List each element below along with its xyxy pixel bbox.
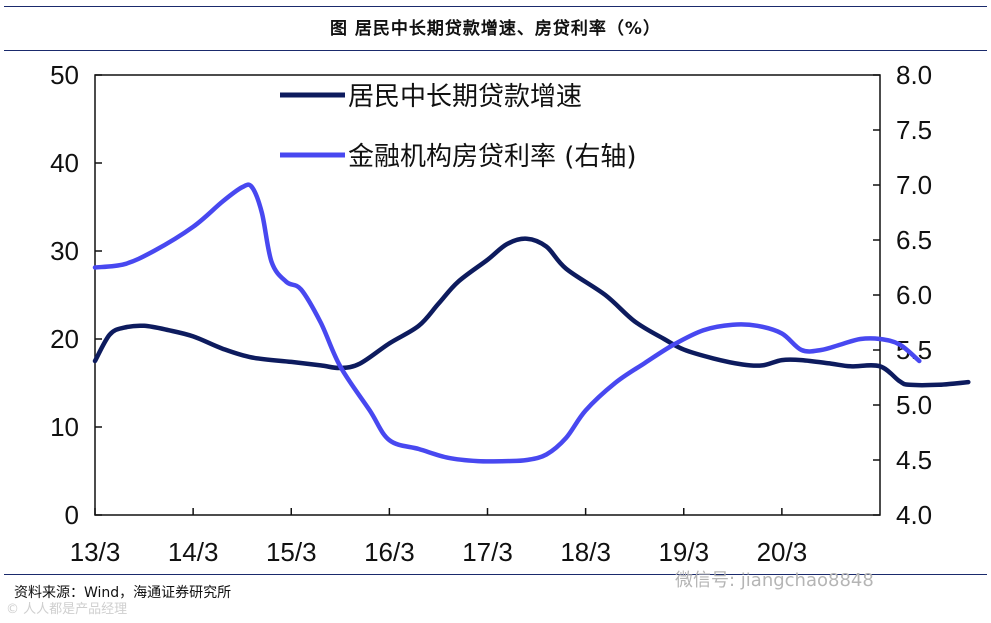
y-left-tick-label: 40 bbox=[50, 148, 79, 178]
top-rule bbox=[4, 6, 987, 7]
x-tick-label: 13/3 bbox=[70, 537, 121, 567]
plot-frame bbox=[94, 74, 881, 516]
legend-label: 金融机构房贷利率 (右轴) bbox=[348, 142, 637, 172]
y-right-tick-label: 5.5 bbox=[896, 335, 932, 365]
x-tick-label: 19/3 bbox=[658, 537, 709, 567]
series-line-loan-growth bbox=[92, 236, 971, 388]
watermark-right: 微信号: jiangchao8848 bbox=[675, 570, 874, 591]
legend-label: 居民中长期贷款增速 bbox=[348, 82, 582, 112]
x-tick-label: 20/3 bbox=[757, 537, 808, 567]
x-tick-label: 14/3 bbox=[168, 537, 219, 567]
x-tick-label: 16/3 bbox=[364, 537, 415, 567]
y-right-tick-label: 5.0 bbox=[896, 390, 932, 420]
y-left-tick-label: 0 bbox=[65, 500, 79, 530]
x-tick-label: 18/3 bbox=[560, 537, 611, 567]
x-tick-label: 17/3 bbox=[462, 537, 513, 567]
x-tick-label: 15/3 bbox=[266, 537, 317, 567]
source-note: 资料来源：Wind，海通证券研究所 bbox=[14, 585, 232, 601]
y-left-tick-label: 30 bbox=[50, 236, 79, 266]
y-right-tick-label: 6.0 bbox=[896, 280, 932, 310]
figure-title: 图 居民中长期贷款增速、房贷利率（%） bbox=[330, 19, 661, 39]
y-left-tick-label: 20 bbox=[50, 324, 79, 354]
y-right-tick-label: 7.0 bbox=[896, 170, 932, 200]
y-right-tick-label: 7.5 bbox=[896, 115, 932, 145]
series-line-mortgage-rate bbox=[92, 182, 922, 464]
title-rule bbox=[4, 50, 987, 51]
watermark-left: © 人人都是产品经理 bbox=[6, 602, 128, 617]
y-left-tick-label: 50 bbox=[50, 60, 79, 90]
bottom-rule bbox=[4, 574, 987, 575]
y-right-tick-label: 8.0 bbox=[896, 60, 932, 90]
y-left-tick-label: 10 bbox=[50, 412, 79, 442]
plot-area: 0 10 20 30 40 50 4.0 4.5 5.0 5.5 6.0 6.5 7.0 7.5 8.0 13… bbox=[50, 60, 971, 567]
y-right-tick-label: 6.5 bbox=[896, 225, 932, 255]
y-right-tick-label: 4.0 bbox=[896, 500, 932, 530]
y-right-tick-label: 4.5 bbox=[896, 445, 932, 475]
